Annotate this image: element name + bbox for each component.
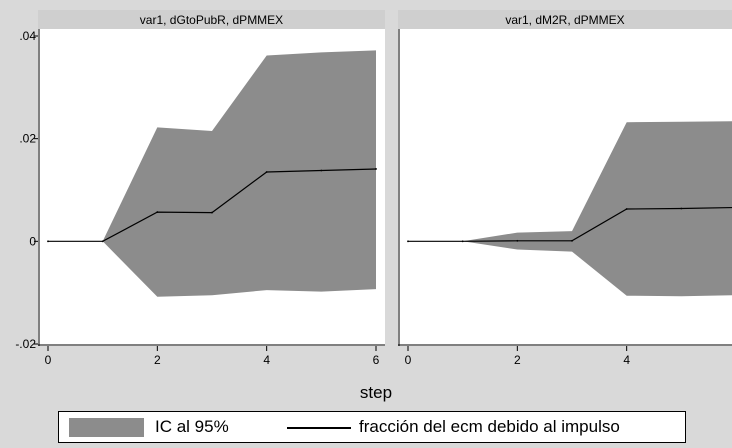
irf-point	[320, 169, 323, 172]
chart-legend: IC al 95% fracción del ecm debido al imp…	[58, 411, 686, 443]
panel-title: var1, dM2R, dPMMEX	[505, 13, 624, 27]
ci-band-area	[408, 121, 732, 297]
y-tick-label: .02	[19, 132, 36, 146]
irf-point	[625, 208, 628, 210]
legend-label-ci: IC al 95%	[155, 417, 229, 436]
irf-point	[47, 240, 49, 243]
y-tick-label: 0	[29, 234, 36, 248]
plot-area	[407, 121, 732, 297]
x-tick-label: 0	[405, 353, 412, 367]
irf-point	[265, 171, 268, 173]
x-tick-label: 6	[373, 353, 380, 367]
irf-point	[211, 211, 213, 214]
irf-point	[101, 240, 104, 243]
irf-point	[571, 239, 573, 242]
x-axis-title: step	[360, 383, 392, 402]
irf-point	[375, 168, 377, 170]
irf-point	[516, 239, 519, 242]
panel-title-strip	[38, 10, 385, 29]
panel-title: var1, dGtoPubR, dPMMEX	[140, 13, 283, 27]
legend-label-line: fracción del ecm debido al impulso	[359, 417, 620, 436]
x-tick-label: 2	[514, 353, 521, 367]
panel-title-strip	[398, 10, 732, 29]
legend-swatch-line	[287, 427, 351, 429]
y-tick-label: .04	[19, 29, 36, 43]
irf-point	[407, 240, 409, 243]
x-tick-label: 2	[154, 353, 161, 367]
x-tick-label: 0	[45, 353, 52, 367]
legend-swatch-ci-band	[69, 418, 144, 437]
irf-point	[461, 240, 464, 243]
irf-point	[156, 211, 159, 213]
plot-area	[47, 50, 377, 297]
x-tick-label: 4	[623, 353, 630, 367]
y-tick-label: -.02	[15, 337, 36, 351]
x-tick-label: 4	[263, 353, 270, 367]
ci-band-area	[48, 50, 376, 297]
irf-point	[680, 207, 683, 210]
